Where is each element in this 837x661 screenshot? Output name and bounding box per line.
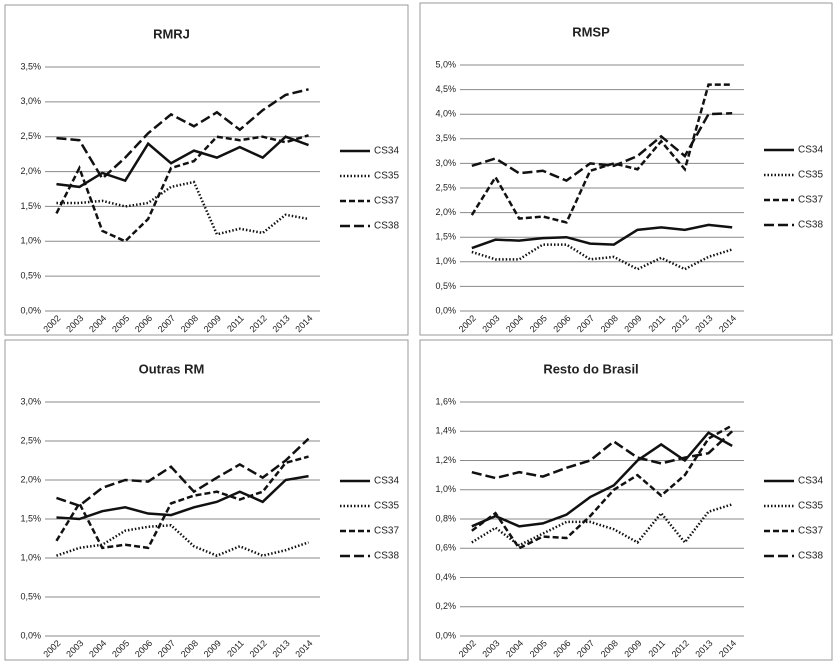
panel-border [4, 4, 409, 336]
series-line [55, 134, 309, 243]
y-tick-label: 2,5% [20, 435, 41, 445]
chart-panel: Outras RM0,0%0,5%1,0%1,5%2,0%2,5%3,0%200… [4, 339, 409, 661]
y-tick-label: 1,0% [435, 256, 456, 266]
chart-title: Resto do Brasil [543, 361, 638, 376]
series-line [56, 88, 309, 181]
panel-border [419, 2, 833, 336]
series-line [471, 223, 733, 250]
y-tick-label: 0,0% [435, 305, 456, 315]
series-line [55, 455, 309, 550]
y-tick-label: 1,2% [435, 455, 456, 465]
chart-panel: RMSP 0,0% 0,5% 1,0% 1,5% 2,0% 2,5% 3,0% 3,5% 4,0%… [419, 2, 833, 336]
series-line [470, 83, 733, 224]
y-tick-label: 0,5% [20, 591, 41, 601]
panel-border [419, 339, 833, 661]
series-line [56, 474, 309, 521]
series-line [471, 503, 733, 547]
panel-border [4, 339, 409, 661]
y-tick-label: 0,8% [435, 513, 456, 523]
legend-label: CS37 [798, 526, 823, 537]
y-tick-label: 0,0% [20, 305, 41, 315]
y-tick-label: 0,0% [20, 630, 41, 640]
y-tick-label: 1,6% [435, 396, 456, 406]
legend-label: CS34 [374, 476, 399, 487]
legend-label: CS34 [798, 145, 823, 156]
chart-panel: Resto do Brasil 0,0% 0,2% 0,4% 0,6% 0,8% 1,0% 1… [419, 339, 833, 661]
series-line [56, 135, 309, 189]
legend-label: CS38 [374, 551, 399, 562]
y-tick-label: 3,5% [435, 133, 456, 143]
series-line [56, 180, 309, 236]
legend-label: CS37 [374, 526, 399, 537]
legend-label: CS38 [798, 220, 823, 231]
y-tick-label: 1,5% [20, 513, 41, 523]
chart-title: Outras RM [139, 361, 205, 376]
y-tick-label: 0,4% [435, 572, 456, 582]
y-tick-label: 2,5% [435, 182, 456, 192]
y-tick-label: 2,5% [20, 131, 41, 141]
series-line [471, 243, 733, 271]
legend-label: CS38 [374, 221, 399, 232]
legend-label: CS35 [374, 171, 399, 182]
y-tick-label: 3,0% [435, 158, 456, 168]
y-tick-label: 0,5% [435, 281, 456, 291]
y-tick-label: 1,4% [435, 426, 456, 436]
y-tick-label: 2,0% [20, 166, 41, 176]
series-line [471, 111, 733, 183]
y-tick-label: 0,5% [20, 271, 41, 281]
y-tick-label: 0,2% [435, 601, 456, 611]
y-tick-label: 0,0% [435, 630, 456, 640]
y-tick-label: 1,5% [435, 232, 456, 242]
y-tick-label: 1,0% [435, 484, 456, 494]
legend-label: CS35 [798, 170, 823, 181]
legend-label: CS37 [798, 195, 823, 206]
chart-title: RMSP [572, 24, 610, 39]
y-tick-label: 4,5% [435, 84, 456, 94]
legend-label: CS35 [798, 501, 823, 512]
y-tick-label: 2,0% [20, 474, 41, 484]
y-tick-label: 1,0% [20, 552, 41, 562]
y-tick-label: 0,6% [435, 543, 456, 553]
y-tick-label: 2,0% [435, 207, 456, 217]
series-line [471, 430, 734, 480]
series-line [56, 523, 309, 558]
legend-label: CS38 [798, 551, 823, 562]
y-tick-label: 1,5% [20, 201, 41, 211]
y-tick-label: 5,0% [435, 59, 456, 69]
y-tick-label: 3,0% [20, 96, 41, 106]
series-line [471, 424, 733, 550]
y-tick-label: 3,0% [20, 396, 41, 406]
series-line [56, 437, 310, 508]
chart-title: RMRJ [153, 26, 190, 41]
legend-label: CS34 [374, 146, 399, 157]
y-tick-label: 1,0% [20, 236, 41, 246]
y-tick-label: 3,5% [20, 61, 41, 71]
legend-label: CS35 [374, 501, 399, 512]
series-line [471, 431, 733, 528]
legend-label: CS37 [374, 196, 399, 207]
y-tick-label: 4,0% [435, 109, 456, 119]
legend-label: CS34 [798, 476, 823, 487]
chart-panel: RMRJ0,0%0,5%1,0%1,5%2,0%2,5%3,0%3,5%2002… [4, 4, 409, 336]
